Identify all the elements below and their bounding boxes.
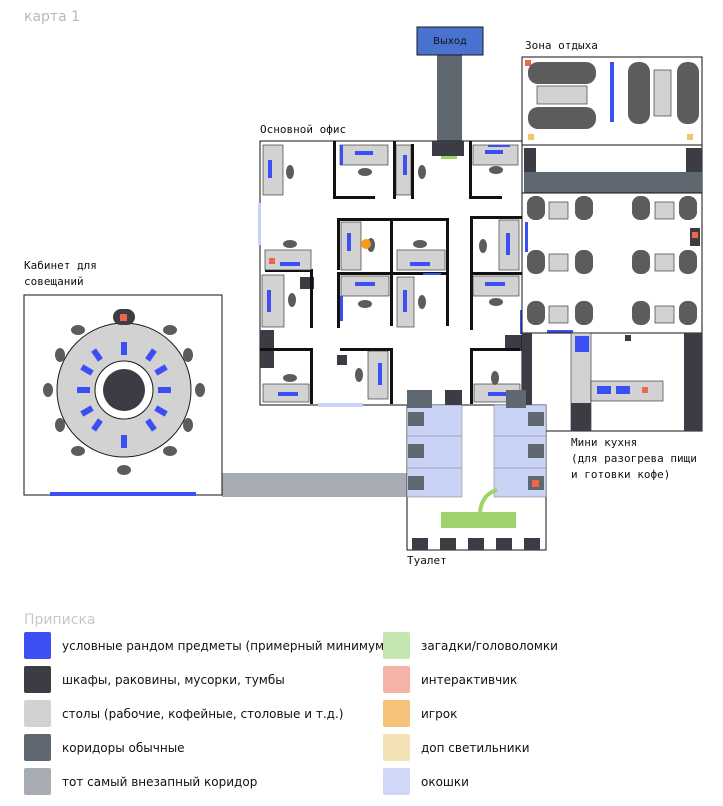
- room-label-main-office: Основной офис: [260, 123, 347, 136]
- legend-swatch: [24, 768, 51, 795]
- player-marker: [361, 239, 371, 249]
- legend-swatch: [24, 734, 51, 761]
- exit-label[interactable]: Выход: [433, 35, 467, 47]
- dining-area: [521, 192, 703, 334]
- office-window-left: [258, 203, 261, 245]
- legend-swatch: [383, 700, 410, 727]
- toilet-puzzle: [441, 512, 516, 528]
- legend-swatch: [383, 734, 410, 761]
- legend-item: окошки: [383, 768, 469, 795]
- legend-label: условные рандом предметы (примерный мини…: [62, 638, 389, 653]
- exit-door[interactable]: [416, 26, 484, 56]
- legend-item: игрок: [383, 700, 457, 727]
- legend-label: столы (рабочие, кофейные, столовые и т.д…: [62, 706, 344, 721]
- legend-swatch: [383, 632, 410, 659]
- room-label-meeting: Кабинет для совещаний: [24, 259, 97, 288]
- exit-corridor: [437, 55, 462, 155]
- rest-zone: [521, 56, 703, 196]
- legend-swatch: [383, 768, 410, 795]
- legend-item: условные рандом предметы (примерный мини…: [24, 632, 389, 659]
- legend-item: загадки/головоломки: [383, 632, 558, 659]
- legend-item: коридоры обычные: [24, 734, 185, 761]
- meeting-room: [23, 294, 223, 496]
- meeting-center-cabinet: [103, 369, 145, 411]
- legend-item: столы (рабочие, кофейные, столовые и т.д…: [24, 700, 343, 727]
- legend-label: загадки/головоломки: [421, 638, 558, 653]
- mini-kitchen: [521, 332, 703, 432]
- toilet: [406, 390, 547, 551]
- legend-label: доп светильники: [421, 740, 530, 755]
- office-window-bottom: [318, 403, 363, 407]
- legend-label: шкафы, раковины, мусорки, тумбы: [62, 672, 285, 687]
- legend-item: тот самый внезапный коридор: [24, 768, 257, 795]
- main-office: [258, 140, 523, 407]
- legend-swatch: [24, 666, 51, 693]
- legend-label: игрок: [421, 706, 458, 721]
- legend-item: интерактивчик: [383, 666, 517, 693]
- meeting-chairs: [43, 325, 205, 475]
- legend-item: шкафы, раковины, мусорки, тумбы: [24, 666, 285, 693]
- legend-label: интерактивчик: [421, 672, 518, 687]
- office-interactive: [269, 258, 275, 264]
- legend-item: доп светильники: [383, 734, 530, 761]
- room-label-toilet: Туалет: [407, 554, 447, 567]
- legend-label: тот самый внезапный коридор: [62, 774, 258, 789]
- legend-label: окошки: [421, 774, 469, 789]
- legend-swatch: [24, 700, 51, 727]
- legend-label: коридоры обычные: [62, 740, 185, 755]
- room-label-kitchen: Мини кухня (для разогрева пищи и готовки…: [571, 436, 697, 481]
- room-label-rest-zone: Зона отдыха: [525, 39, 598, 52]
- legend-swatch: [24, 632, 51, 659]
- map-title: карта 1: [24, 9, 81, 25]
- legend-title: Приписка: [24, 612, 96, 628]
- meeting-window: [50, 492, 196, 496]
- legend-swatch: [383, 666, 410, 693]
- office-puzzle: [441, 155, 457, 159]
- meeting-items: [77, 342, 171, 448]
